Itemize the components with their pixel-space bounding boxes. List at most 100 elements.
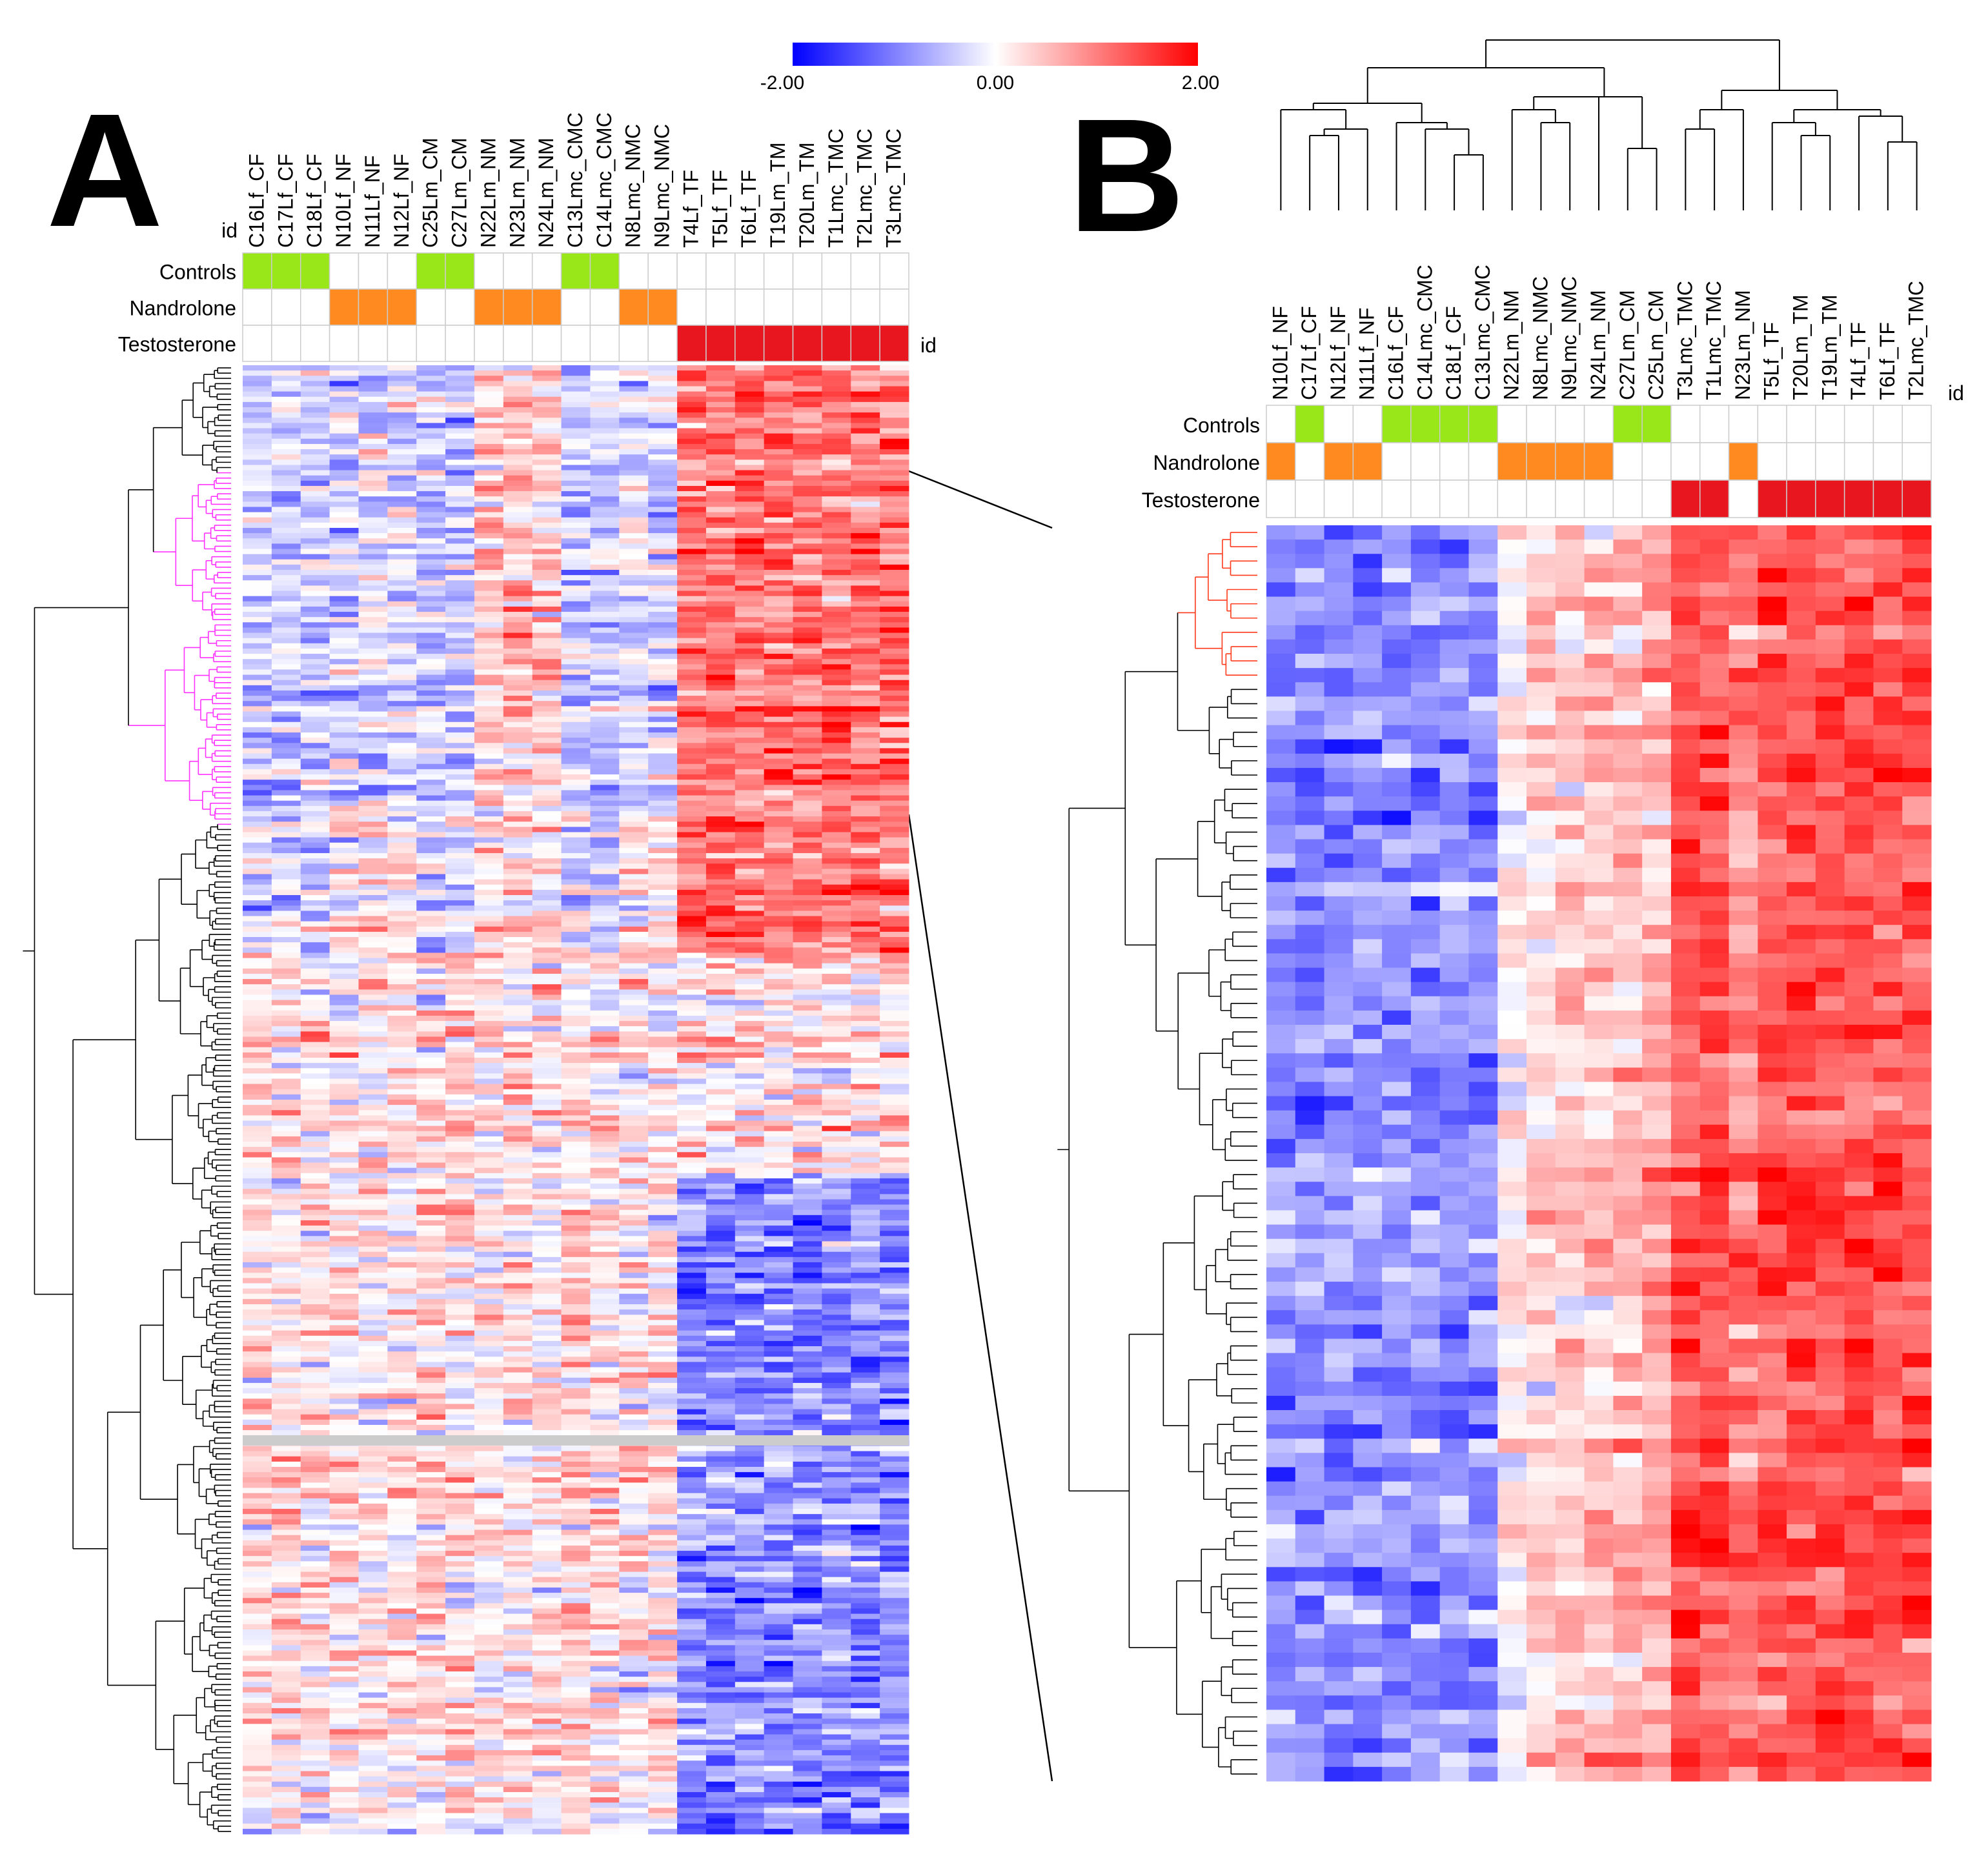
a-heatmap-cell [503, 900, 533, 906]
a-heatmap-cell [851, 596, 880, 602]
a-heatmap-cell [503, 984, 533, 990]
a-heatmap-cell [705, 879, 736, 885]
a-heatmap-cell [851, 763, 880, 770]
a-heatmap-cell [677, 491, 707, 497]
a-heatmap-cell [474, 470, 504, 476]
a-heatmap-cell [590, 606, 620, 612]
a-heatmap-cell [503, 512, 533, 518]
a-heatmap-cell [474, 852, 504, 859]
a-heatmap-cell [329, 491, 359, 497]
a-heatmap-cell [329, 517, 359, 523]
a-heatmap-cell [677, 1220, 707, 1226]
a-heatmap-cell [474, 1178, 504, 1184]
a-heatmap-cell [271, 391, 301, 398]
a-heatmap-cell [532, 1241, 562, 1247]
a-heatmap-cell [851, 937, 880, 943]
a-column-label: N9Lmc_NMC [651, 124, 674, 248]
a-heatmap-cell [764, 911, 794, 916]
a-heatmap-cell [358, 1184, 388, 1189]
a-heatmap-cell [503, 1120, 533, 1127]
a-heatmap-cell [590, 622, 620, 628]
a-heatmap-cell [329, 680, 359, 686]
a-heatmap-cell [532, 559, 562, 565]
a-heatmap-cell [677, 931, 707, 938]
a-heatmap-cell [358, 1167, 388, 1174]
a-heatmap-cell [764, 376, 794, 381]
a-heatmap-cell [822, 863, 851, 869]
a-heatmap-cell [243, 376, 272, 381]
a-heatmap-cell [677, 454, 707, 460]
a-heatmap-cell [793, 638, 822, 644]
a-heatmap-cell [619, 889, 649, 896]
a-heatmap-cell [358, 979, 388, 985]
a-heatmap-cell [300, 669, 330, 676]
a-heatmap-cell [648, 632, 678, 639]
a-heatmap-cell [503, 1021, 533, 1027]
a-column-label: T1Lmc_TMC [824, 128, 847, 248]
a-heatmap-cell [735, 1057, 765, 1064]
a-heatmap-cell [705, 538, 736, 544]
a-heatmap-cell [271, 1015, 301, 1022]
a-heatmap-cell [619, 984, 649, 990]
a-heatmap-cell [416, 858, 446, 864]
panel-a-row-dendrogram [23, 367, 231, 1832]
a-heatmap-cell [735, 1226, 765, 1231]
a-heatmap-cell [851, 942, 880, 948]
a-heatmap-cell [880, 575, 909, 581]
a-heatmap-cell [358, 1267, 388, 1273]
a-group-cell [792, 252, 823, 290]
a-heatmap-cell [851, 979, 880, 985]
a-heatmap-cell [532, 1215, 562, 1221]
a-heatmap-cell [416, 1204, 446, 1211]
a-heatmap-cell [329, 685, 359, 691]
a-heatmap-cell [561, 1052, 591, 1058]
a-heatmap-cell [300, 1147, 330, 1153]
a-heatmap-cell [271, 1147, 301, 1153]
a-heatmap-cell [735, 979, 765, 985]
a-heatmap-cell [329, 1173, 359, 1179]
a-heatmap-cell [735, 549, 765, 555]
a-heatmap-cell [764, 1084, 794, 1090]
a-heatmap-cell [822, 1010, 851, 1016]
a-heatmap-cell [503, 743, 533, 749]
a-heatmap-cell [677, 711, 707, 718]
a-heatmap-cell [705, 790, 736, 796]
a-heatmap-cell [735, 674, 765, 681]
a-heatmap-cell [705, 1031, 736, 1037]
a-heatmap-cell [329, 1100, 359, 1105]
a-heatmap-cell [532, 407, 562, 413]
a-heatmap-cell [735, 585, 765, 592]
a-heatmap-cell [764, 370, 794, 376]
a-heatmap-cell [358, 743, 388, 749]
a-heatmap-cell [532, 721, 562, 728]
a-group-cell [416, 288, 446, 326]
a-heatmap-cell [503, 1094, 533, 1100]
a-heatmap-cell [764, 438, 794, 445]
a-heatmap-cell [793, 1015, 822, 1022]
a-heatmap-cell [416, 1283, 446, 1289]
a-group-cell [589, 288, 620, 326]
a-heatmap-cell [793, 491, 822, 497]
a-heatmap-cell [735, 727, 765, 733]
a-group-cell [792, 288, 823, 326]
a-heatmap-cell [648, 680, 678, 686]
a-heatmap-cell [329, 1283, 359, 1289]
a-heatmap-cell [329, 549, 359, 555]
a-heatmap-cell [735, 795, 765, 802]
a-heatmap-cell [648, 973, 678, 980]
a-heatmap-cell [735, 1073, 765, 1079]
a-heatmap-cell [735, 669, 765, 676]
a-heatmap-cell [851, 438, 880, 445]
a-heatmap-cell [561, 984, 591, 990]
a-heatmap-cell [416, 763, 446, 770]
a-heatmap-cell [822, 1246, 851, 1253]
a-heatmap-cell [764, 1256, 794, 1263]
a-heatmap-cell [243, 575, 272, 581]
a-heatmap-cell [851, 989, 880, 995]
a-heatmap-cell [764, 889, 794, 896]
a-heatmap-cell [532, 1105, 562, 1111]
a-heatmap-cell [387, 900, 417, 906]
a-heatmap-cell [503, 1157, 533, 1164]
a-heatmap-cell [387, 989, 417, 995]
a-heatmap-cell [648, 454, 678, 460]
